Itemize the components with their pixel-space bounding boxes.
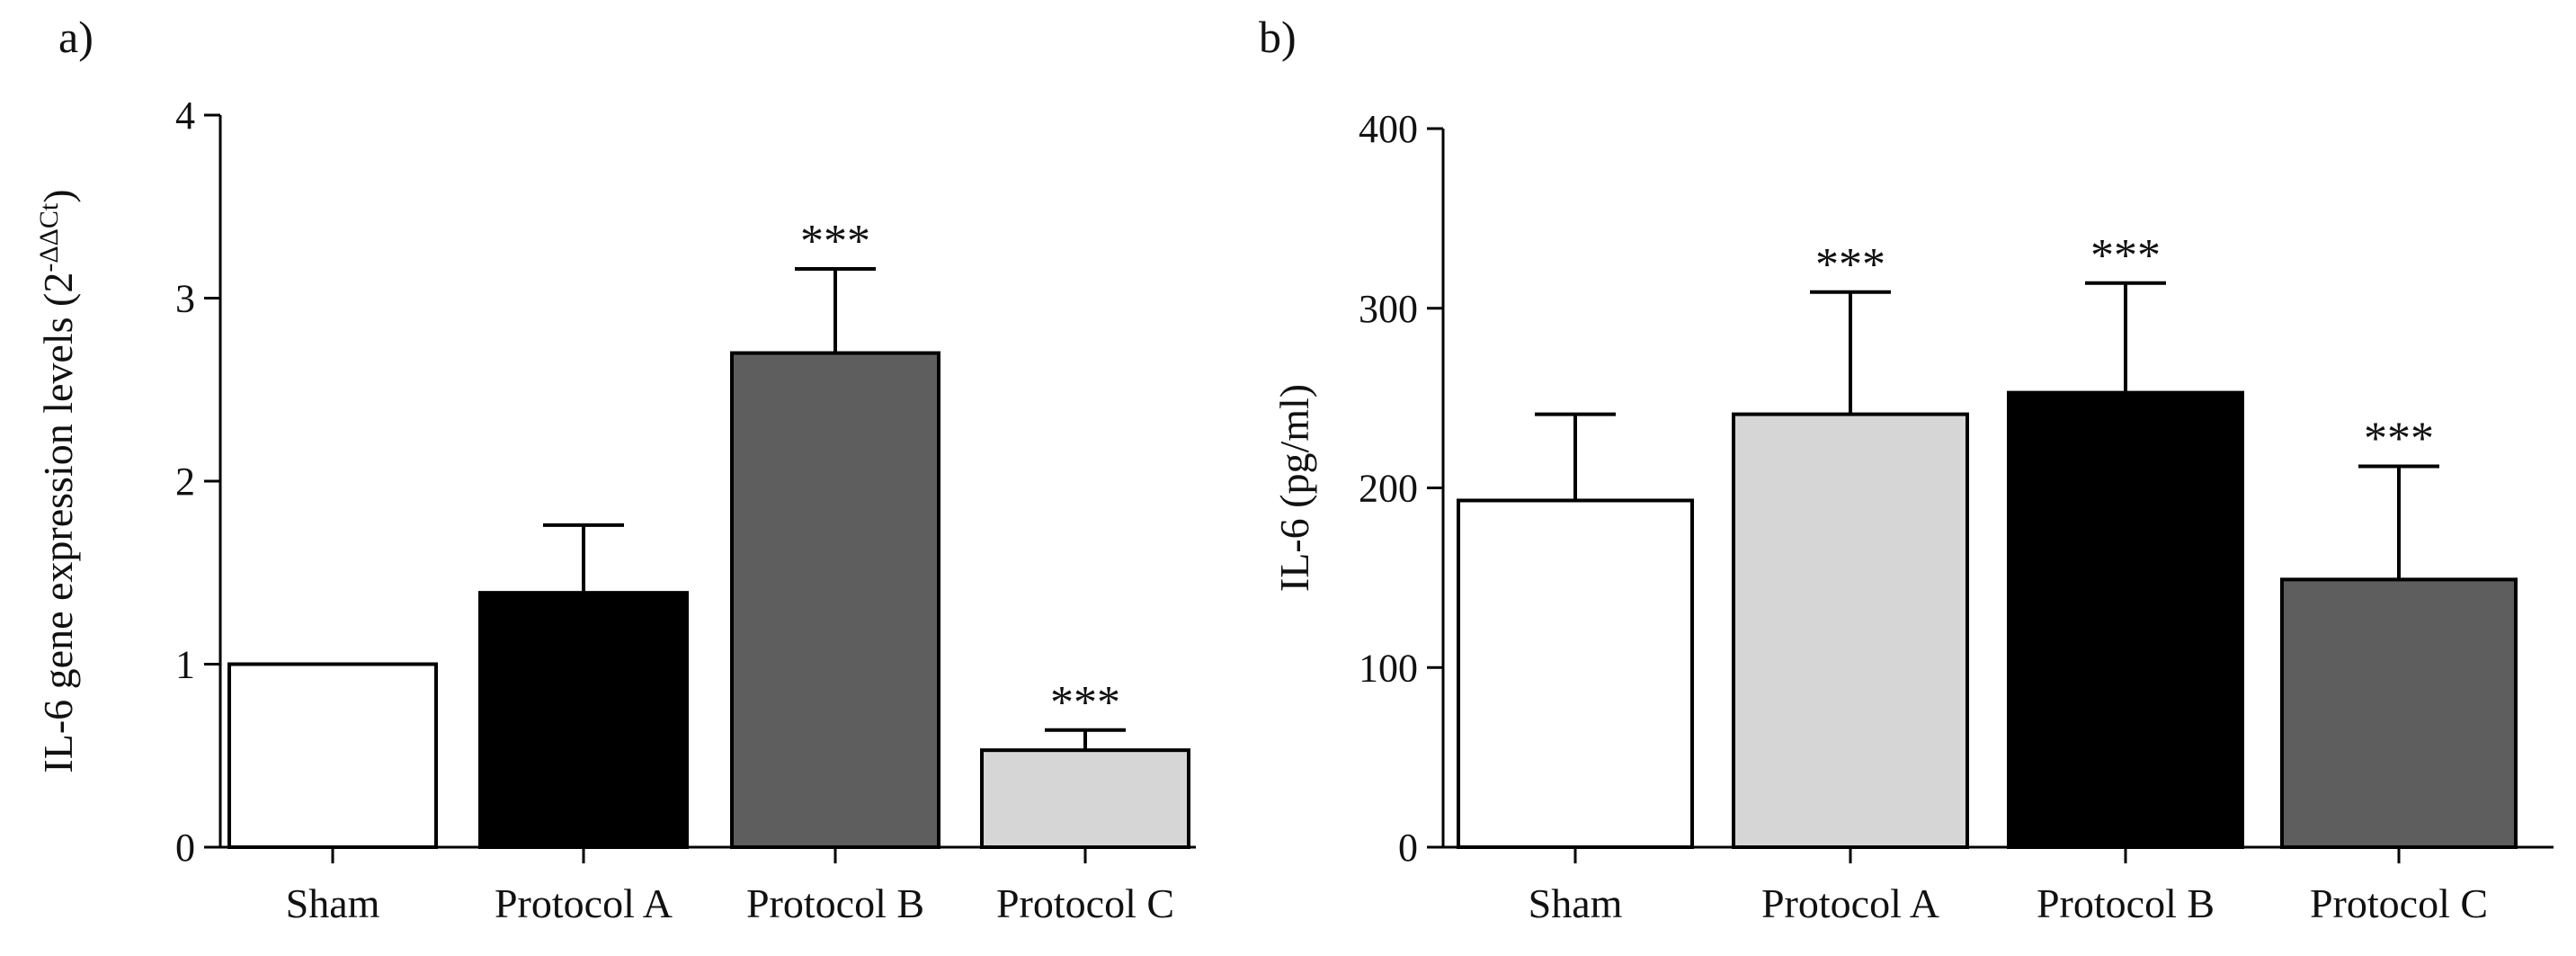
y-axis-title: IL-6 (pg/ml) — [1271, 384, 1317, 592]
x-tick-label: Sham — [1529, 880, 1623, 926]
chart-b: b) *** *** *** 0 100 200 300 400 Sham Protocol A Pr… — [1259, 12, 2554, 926]
chart-a: a) *** *** 0 1 2 3 4 Sham Protocol A Protocol B Pro… — [34, 12, 1196, 926]
significance-label: *** — [1815, 239, 1885, 290]
y-tick-label: 1 — [175, 643, 195, 687]
bar-protocol-a — [478, 591, 689, 849]
significance-label: *** — [2090, 230, 2161, 281]
bar-protocol-b — [2007, 390, 2244, 849]
bar-group: *** *** *** — [1457, 230, 2518, 849]
y-tick-label: 200 — [1359, 467, 1418, 511]
bar-protocol-c — [2280, 577, 2518, 849]
panel-label: a) — [58, 12, 94, 62]
x-tick-label: Protocol C — [996, 880, 1174, 926]
bar-sham — [1457, 498, 1694, 849]
y-axis-title-main: IL-6 gene expression levels (2 — [35, 273, 81, 773]
y-tick-label: 3 — [175, 277, 195, 321]
y-tick-label: 100 — [1359, 646, 1418, 690]
y-axis-title: IL-6 gene expression levels (2-ΔΔCt) — [34, 189, 81, 773]
x-tick-label: Protocol B — [746, 880, 924, 926]
panel-label: b) — [1259, 12, 1297, 62]
y-tick-label: 300 — [1359, 287, 1418, 331]
significance-label: *** — [1050, 677, 1120, 728]
x-tick-label: Protocol C — [2310, 880, 2488, 926]
x-tick-label: Protocol A — [1761, 880, 1939, 926]
x-tick-label: Protocol B — [2037, 880, 2215, 926]
y-tick-label: 0 — [175, 826, 195, 870]
x-tick-label: Protocol A — [495, 880, 673, 926]
significance-label: *** — [2364, 414, 2434, 465]
bar-group: *** *** — [227, 216, 1190, 850]
x-tick-label: Sham — [286, 880, 380, 926]
y-tick-label: 0 — [1398, 826, 1418, 870]
y-tick-label: 2 — [175, 460, 195, 504]
y-axis-title-close: ) — [35, 189, 81, 202]
bar-protocol-a — [1732, 412, 1969, 849]
bar-protocol-b — [730, 351, 940, 849]
y-tick-label: 4 — [175, 94, 195, 138]
bar-protocol-c — [980, 748, 1190, 850]
bar-sham — [227, 662, 438, 849]
y-axis-title-superscript: -ΔΔCt — [34, 202, 64, 273]
y-tick-label: 400 — [1359, 107, 1418, 151]
significance-label: *** — [800, 216, 870, 267]
